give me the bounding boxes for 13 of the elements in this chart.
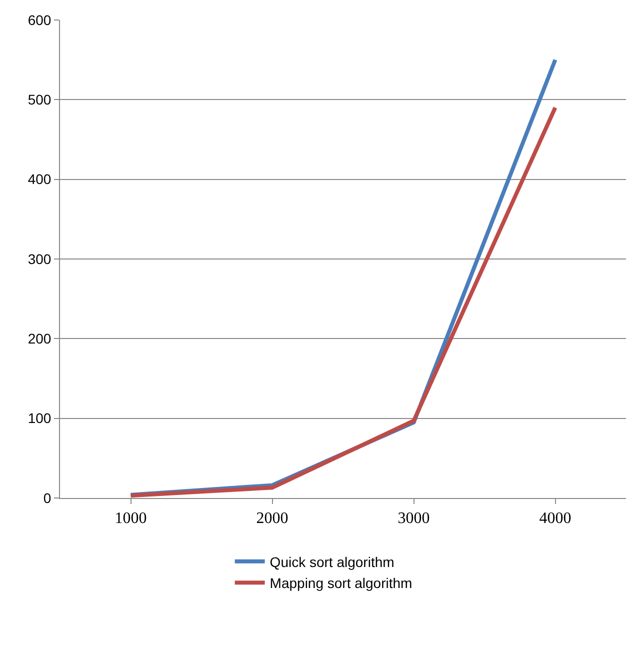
legend-label: Quick sort algorithm bbox=[270, 554, 394, 570]
x-tick-label: 2000 bbox=[256, 510, 288, 528]
y-tick-label: 100 bbox=[28, 410, 52, 426]
y-tick-label: 600 bbox=[28, 12, 52, 28]
y-tick-label: 400 bbox=[28, 171, 52, 188]
legend-label: Mapping sort algorithm bbox=[270, 575, 412, 592]
x-tick-label: 1000 bbox=[114, 510, 147, 528]
x-tick-label: 3000 bbox=[398, 510, 430, 528]
x-tick-label: 4000 bbox=[539, 510, 572, 528]
y-tick-label: 0 bbox=[43, 490, 52, 506]
y-tick-label: 500 bbox=[28, 92, 52, 108]
y-tick-label: 300 bbox=[28, 250, 52, 267]
y-tick-label: 200 bbox=[28, 330, 52, 347]
